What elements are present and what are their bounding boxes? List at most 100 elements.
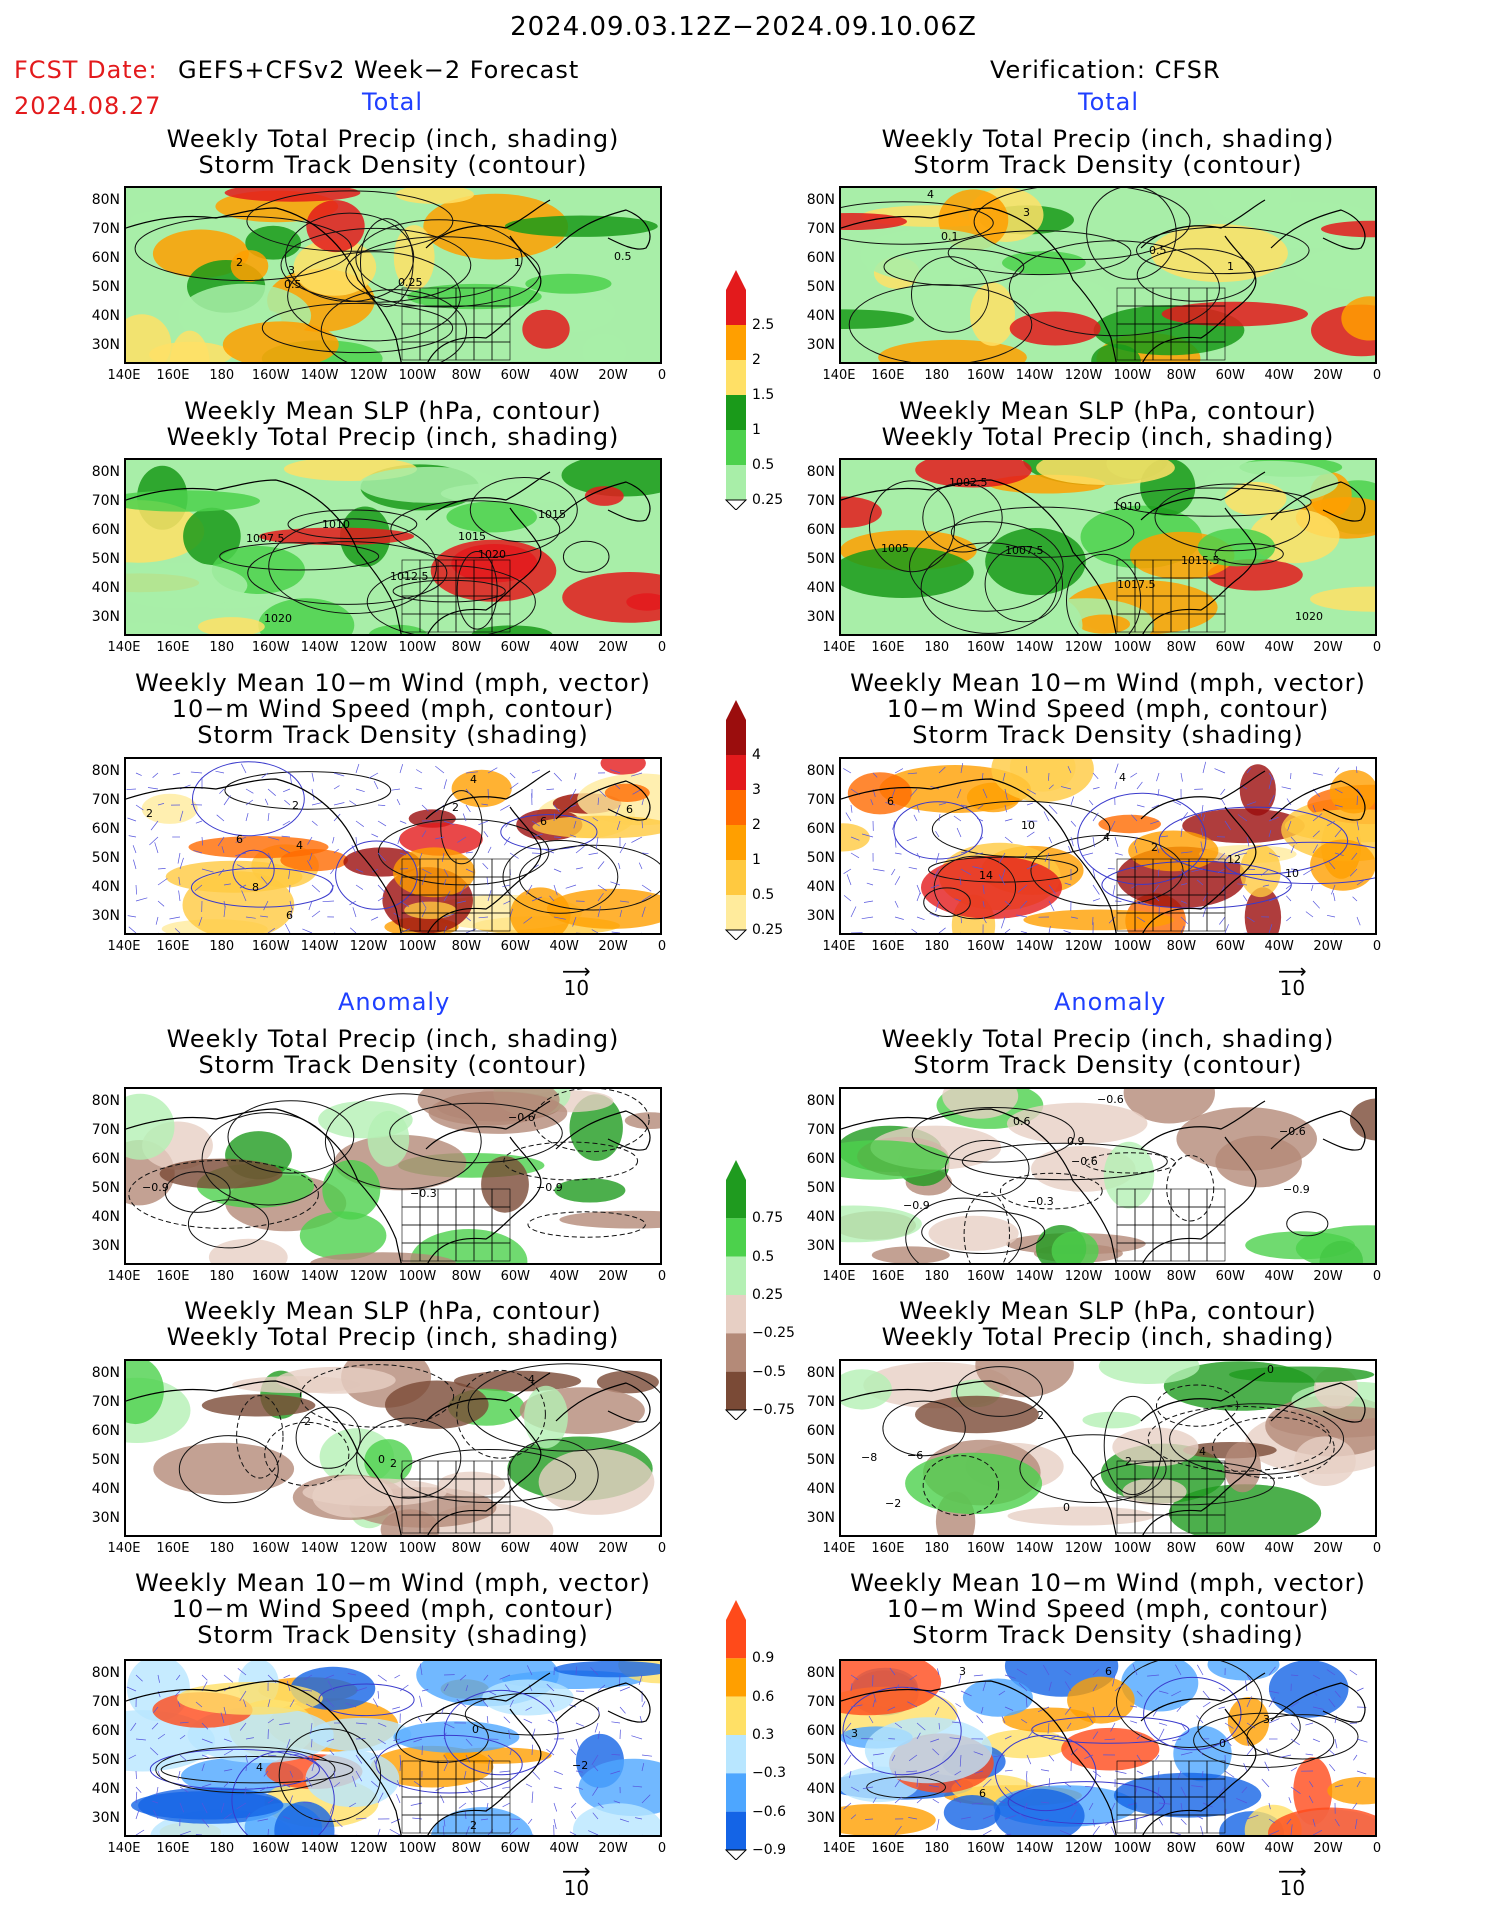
- wind-vector: [172, 772, 181, 776]
- lon-tick: 0: [657, 1269, 667, 1284]
- wind-vector: [1110, 1722, 1116, 1732]
- lon-tick: 80W: [451, 640, 482, 655]
- wind-vector: [399, 763, 404, 774]
- contour-label: 6: [236, 833, 243, 846]
- wind-vector: [505, 820, 511, 828]
- wind-vector: [333, 802, 345, 806]
- wind-vector: [509, 1749, 512, 1756]
- wind-vector: [302, 1801, 313, 1804]
- panel-title-fc-anom-precip: Weekly Total Precip (inch, shading) Storm…: [166, 1025, 620, 1079]
- contour-label: 6: [887, 795, 894, 808]
- colorbar-tip: [726, 700, 746, 720]
- contour-label: 0: [1219, 1737, 1226, 1750]
- contour-line: [378, 818, 550, 886]
- state-border: [491, 1814, 511, 1834]
- wind-vector: [465, 1786, 473, 1796]
- lat-tick: 60N: [806, 821, 835, 837]
- wind-vector: [1286, 1818, 1292, 1825]
- wind-vector: [153, 1706, 159, 1714]
- colorbar-segment: [726, 1371, 746, 1410]
- wind-vector: [243, 1699, 247, 1708]
- lon-tick: 120W: [349, 1841, 388, 1856]
- wind-vector: [307, 860, 313, 870]
- wind-vector: [553, 1802, 558, 1812]
- wind-vector: [465, 771, 478, 774]
- wind-vector: [1220, 798, 1226, 806]
- wind-vector: [333, 772, 345, 777]
- wind-vector: [1221, 884, 1226, 892]
- contour-label: 6: [286, 909, 293, 922]
- shading-blob: [975, 1361, 1074, 1398]
- shading-blob: [928, 1215, 1019, 1251]
- wind-vector: [531, 1744, 533, 1756]
- shading-blob: [364, 1439, 413, 1485]
- wind-vector: [311, 772, 315, 782]
- contour-line: [911, 1107, 1075, 1163]
- wind-vector: [611, 931, 621, 933]
- contour-line: [933, 855, 1017, 920]
- wind-vector: [1354, 1818, 1358, 1830]
- shading-blob: [451, 544, 538, 583]
- lat-tick: 80N: [806, 763, 835, 779]
- wind-vector: [1237, 883, 1248, 886]
- wind-vector: [575, 1786, 584, 1790]
- wind-vector: [279, 1722, 291, 1725]
- wind-vector: [938, 927, 946, 933]
- wind-vector: [377, 1722, 387, 1727]
- lon-tick: 120W: [1064, 1841, 1103, 1856]
- contour-label: 1020: [1295, 610, 1323, 623]
- wind-vector: [1020, 930, 1028, 933]
- contour-line: [518, 844, 660, 911]
- lat-tick: 60N: [91, 250, 120, 266]
- wind-vector: [223, 883, 231, 886]
- wind-vector: [913, 814, 918, 822]
- lon-tick: 100W: [1113, 939, 1152, 954]
- wind-vector: [614, 783, 621, 790]
- contour-line: [1031, 1716, 1190, 1744]
- shading-blob: [276, 1366, 396, 1394]
- wind-vector: [282, 788, 291, 793]
- wind-vector: [525, 1783, 533, 1788]
- panel-title-obs-anom-wind: Weekly Mean 10−m Wind (mph, vector) 10−m …: [850, 1569, 1366, 1649]
- wind-vector: [894, 1778, 901, 1788]
- wind-vector: [1290, 1824, 1293, 1835]
- lon-tick: 40W: [1264, 368, 1294, 383]
- lat-tick: 40N: [806, 580, 835, 596]
- wind-vector: [894, 836, 897, 848]
- wind-vector: [929, 1770, 940, 1776]
- wind-vector: [1004, 1814, 1017, 1820]
- wind-vector: [1290, 836, 1298, 844]
- wind-vector: [1110, 1826, 1116, 1835]
- wind-vector: [976, 817, 984, 822]
- wind-vector: [937, 1668, 940, 1676]
- wind-vector: [174, 928, 181, 933]
- wind-vector: [531, 1770, 541, 1780]
- wind-vector: [1158, 1690, 1169, 1694]
- wind-vector: [1092, 1668, 1100, 1676]
- wind-vector: [480, 1818, 489, 1821]
- contour-line: [947, 230, 1132, 276]
- wind-vector: [1018, 1682, 1028, 1692]
- wind-vector: [632, 1785, 643, 1788]
- lat-tick: 30N: [806, 1510, 835, 1526]
- lat-tick: 50N: [91, 551, 120, 567]
- contour-label: 1010: [322, 518, 350, 531]
- wind-vector: [1290, 1701, 1299, 1708]
- contour-line: [227, 1100, 355, 1174]
- contour-label: 4: [1119, 771, 1126, 784]
- colorbar-segment: [726, 895, 746, 930]
- wind-vector: [1092, 868, 1096, 879]
- wind-vector: [588, 852, 599, 855]
- wind-vector: [355, 868, 364, 873]
- lat-tick: 80N: [91, 464, 120, 480]
- wind-vector: [1334, 852, 1344, 856]
- wind-vector: [1356, 836, 1360, 845]
- contour-label: 1002.5: [949, 476, 988, 489]
- contour-label: 1007.5: [246, 532, 285, 545]
- wind-vector: [289, 900, 293, 909]
- wind-vector: [221, 846, 225, 854]
- wind-vector: [223, 1749, 233, 1756]
- wind-vector: [135, 1808, 140, 1820]
- wind-vector: [1048, 836, 1053, 844]
